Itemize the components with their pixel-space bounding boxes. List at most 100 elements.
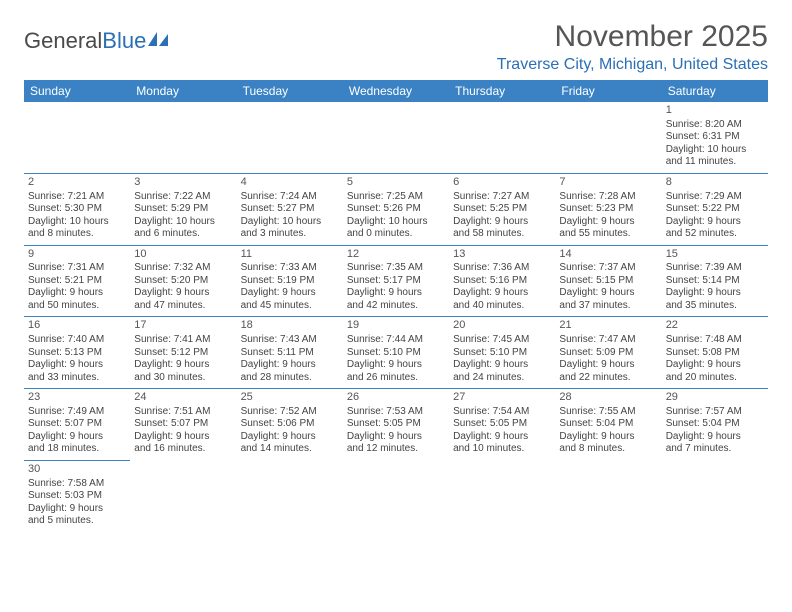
calendar-cell (449, 102, 555, 173)
daylight-text: and 33 minutes. (28, 372, 126, 385)
calendar-cell (449, 460, 555, 531)
calendar-row: 23Sunrise: 7:49 AMSunset: 5:07 PMDayligh… (24, 389, 768, 461)
calendar-cell: 10Sunrise: 7:32 AMSunset: 5:20 PMDayligh… (130, 245, 236, 317)
sunset-text: Sunset: 5:26 PM (347, 203, 445, 216)
sunset-text: Sunset: 5:04 PM (666, 418, 764, 431)
day-number: 6 (453, 176, 551, 190)
sunset-text: Sunset: 5:20 PM (134, 275, 232, 288)
sail-icon (148, 32, 170, 48)
calendar-cell: 20Sunrise: 7:45 AMSunset: 5:10 PMDayligh… (449, 317, 555, 389)
sunrise-text: Sunrise: 7:21 AM (28, 191, 126, 204)
sunset-text: Sunset: 5:08 PM (666, 347, 764, 360)
weekday-header: Thursday (449, 80, 555, 102)
daylight-text: and 20 minutes. (666, 372, 764, 385)
day-number: 23 (28, 391, 126, 405)
calendar-cell: 19Sunrise: 7:44 AMSunset: 5:10 PMDayligh… (343, 317, 449, 389)
sunrise-text: Sunrise: 7:41 AM (134, 334, 232, 347)
brand-part2: Blue (102, 28, 146, 54)
sunrise-text: Sunrise: 7:25 AM (347, 191, 445, 204)
daylight-text: and 12 minutes. (347, 443, 445, 456)
weekday-header: Friday (555, 80, 661, 102)
day-number: 18 (241, 319, 339, 333)
day-number: 28 (559, 391, 657, 405)
calendar-row: 1Sunrise: 8:20 AMSunset: 6:31 PMDaylight… (24, 102, 768, 173)
calendar-cell: 22Sunrise: 7:48 AMSunset: 5:08 PMDayligh… (662, 317, 768, 389)
weekday-header: Sunday (24, 80, 130, 102)
daylight-text: Daylight: 9 hours (666, 287, 764, 300)
calendar-cell (662, 460, 768, 531)
calendar-cell: 1Sunrise: 8:20 AMSunset: 6:31 PMDaylight… (662, 102, 768, 173)
calendar-cell: 12Sunrise: 7:35 AMSunset: 5:17 PMDayligh… (343, 245, 449, 317)
calendar-row: 16Sunrise: 7:40 AMSunset: 5:13 PM Dayligh… (24, 317, 768, 389)
daylight-text: and 10 minutes. (453, 443, 551, 456)
calendar-cell: 21Sunrise: 7:47 AMSunset: 5:09 PMDayligh… (555, 317, 661, 389)
daylight-text: Daylight: 9 hours (559, 287, 657, 300)
sunrise-text: Sunrise: 7:40 AM (28, 334, 126, 347)
daylight-text: Daylight: 9 hours (28, 431, 126, 444)
sunrise-text: Sunrise: 7:48 AM (666, 334, 764, 347)
sunset-text: Sunset: 5:05 PM (453, 418, 551, 431)
calendar-cell: 23Sunrise: 7:49 AMSunset: 5:07 PMDayligh… (24, 389, 130, 461)
daylight-text: and 6 minutes. (134, 228, 232, 241)
sunset-text: Sunset: 5:25 PM (453, 203, 551, 216)
day-number: 16 (28, 319, 126, 333)
sunset-text: Sunset: 5:27 PM (241, 203, 339, 216)
sunset-text: Sunset: 5:11 PM (241, 347, 339, 360)
daylight-text: Daylight: 9 hours (453, 359, 551, 372)
daylight-text: and 55 minutes. (559, 228, 657, 241)
sunrise-text: Sunrise: 7:33 AM (241, 262, 339, 275)
sunrise-text: Sunrise: 7:52 AM (241, 406, 339, 419)
daylight-text: Daylight: 9 hours (347, 287, 445, 300)
daylight-text: Daylight: 10 hours (347, 216, 445, 229)
calendar-cell (237, 102, 343, 173)
daylight-text: and 50 minutes. (28, 300, 126, 313)
calendar-cell: 7Sunrise: 7:28 AMSunset: 5:23 PMDaylight… (555, 173, 661, 245)
weekday-header: Monday (130, 80, 236, 102)
calendar-cell: 13Sunrise: 7:36 AMSunset: 5:16 PMDayligh… (449, 245, 555, 317)
daylight-text: Daylight: 9 hours (134, 431, 232, 444)
sunset-text: Sunset: 5:10 PM (347, 347, 445, 360)
brand-logo: GeneralBlue (24, 28, 170, 54)
sunrise-text: Sunrise: 7:29 AM (666, 191, 764, 204)
daylight-text: and 30 minutes. (134, 372, 232, 385)
calendar-cell: 26Sunrise: 7:53 AMSunset: 5:05 PMDayligh… (343, 389, 449, 461)
sunrise-text: Sunrise: 7:39 AM (666, 262, 764, 275)
sunset-text: Sunset: 5:07 PM (134, 418, 232, 431)
calendar-cell: 15Sunrise: 7:39 AMSunset: 5:14 PMDayligh… (662, 245, 768, 317)
calendar-cell: 17Sunrise: 7:41 AMSunset: 5:12 PMDayligh… (130, 317, 236, 389)
sunrise-text: Sunrise: 7:31 AM (28, 262, 126, 275)
daylight-text: and 35 minutes. (666, 300, 764, 313)
weekday-header: Saturday (662, 80, 768, 102)
daylight-text: and 16 minutes. (134, 443, 232, 456)
day-number: 29 (666, 391, 764, 405)
daylight-text: and 7 minutes. (666, 443, 764, 456)
daylight-text: Daylight: 10 hours (666, 144, 764, 157)
daylight-text: Daylight: 9 hours (559, 216, 657, 229)
sunrise-text: Sunrise: 7:54 AM (453, 406, 551, 419)
day-number: 15 (666, 248, 764, 262)
day-number: 13 (453, 248, 551, 262)
daylight-text: and 37 minutes. (559, 300, 657, 313)
sunrise-text: Sunrise: 7:32 AM (134, 262, 232, 275)
sunset-text: Sunset: 5:30 PM (28, 203, 126, 216)
daylight-text: Daylight: 9 hours (241, 359, 339, 372)
daylight-text: Daylight: 9 hours (666, 216, 764, 229)
location-text: Traverse City, Michigan, United States (497, 56, 768, 74)
daylight-text: and 8 minutes. (559, 443, 657, 456)
daylight-text: and 14 minutes. (241, 443, 339, 456)
sunset-text: Sunset: 5:13 PM (28, 347, 126, 360)
calendar-cell (24, 102, 130, 173)
day-number: 2 (28, 176, 126, 190)
calendar-cell: 8Sunrise: 7:29 AMSunset: 5:22 PMDaylight… (662, 173, 768, 245)
daylight-text: and 24 minutes. (453, 372, 551, 385)
day-number: 4 (241, 176, 339, 190)
sunrise-text: Sunrise: 7:36 AM (453, 262, 551, 275)
sunrise-text: Sunrise: 7:49 AM (28, 406, 126, 419)
day-number: 7 (559, 176, 657, 190)
day-number: 22 (666, 319, 764, 333)
calendar-table: Sunday Monday Tuesday Wednesday Thursday… (24, 80, 768, 532)
daylight-text: and 22 minutes. (559, 372, 657, 385)
calendar-cell (130, 102, 236, 173)
sunrise-text: Sunrise: 7:57 AM (666, 406, 764, 419)
day-number: 9 (28, 248, 126, 262)
